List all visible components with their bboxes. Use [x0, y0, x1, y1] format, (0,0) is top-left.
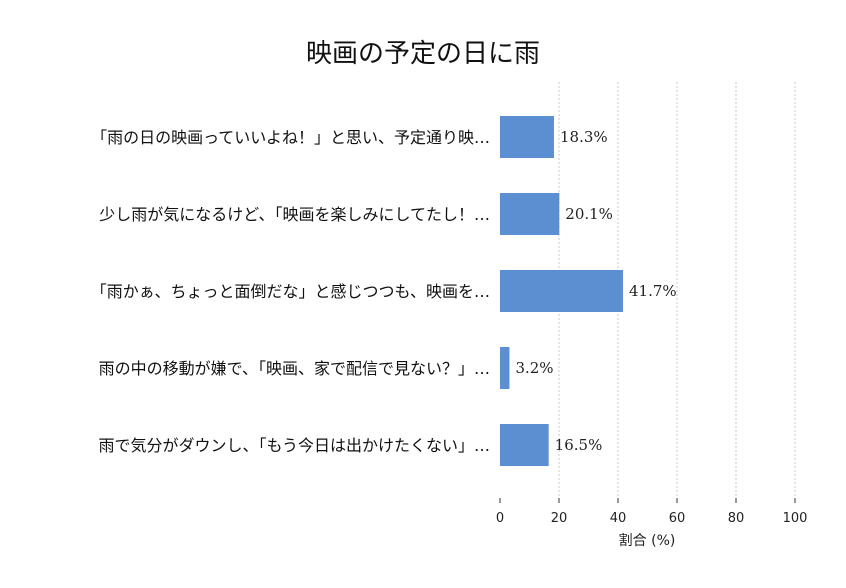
- x-tick-label: 80: [728, 511, 745, 526]
- x-tick-label: 40: [610, 511, 627, 526]
- bar: [500, 424, 549, 466]
- bar-value-label: 41.7%: [629, 282, 677, 300]
- bar: [500, 347, 510, 389]
- x-tick-label: 20: [551, 511, 568, 526]
- chart-title: 映画の予定の日に雨: [306, 39, 540, 69]
- bar: [500, 116, 554, 158]
- x-tick-label: 0: [496, 511, 504, 526]
- x-axis-title: 割合 (%): [619, 532, 676, 549]
- category-label: 「雨の日の映画っていいよね！」と思い、予定通り映…: [91, 128, 490, 147]
- x-tick-label: 100: [783, 511, 808, 526]
- bar: [500, 270, 624, 312]
- bar: [500, 193, 560, 235]
- category-label: 「雨かぁ、ちょっと面倒だな」と感じつつも、映画を…: [91, 282, 490, 301]
- bar-value-label: 16.5%: [555, 436, 603, 454]
- bars: 18.3% 20.1% 41.7% 3.2% 16.5%: [500, 116, 677, 466]
- category-label: 雨で気分がダウンし、「もう今日は出かけたくない」…: [98, 436, 490, 455]
- x-tick-label: 60: [669, 511, 686, 526]
- category-labels: 「雨の日の映画っていいよね！」と思い、予定通り映… 少し雨が気になるけど、「映画を…: [91, 128, 490, 455]
- bar-value-label: 3.2%: [515, 359, 553, 377]
- category-label: 雨の中の移動が嫌で、「映画、家で配信で見ない？」…: [99, 359, 490, 378]
- bar-value-label: 20.1%: [565, 205, 613, 223]
- bar-value-label: 18.3%: [560, 128, 608, 146]
- category-label: 少し雨が気になるけど、「映画を楽しみにしてたし！…: [99, 205, 490, 224]
- x-axis: 0 20 40 60 80 100: [496, 498, 808, 526]
